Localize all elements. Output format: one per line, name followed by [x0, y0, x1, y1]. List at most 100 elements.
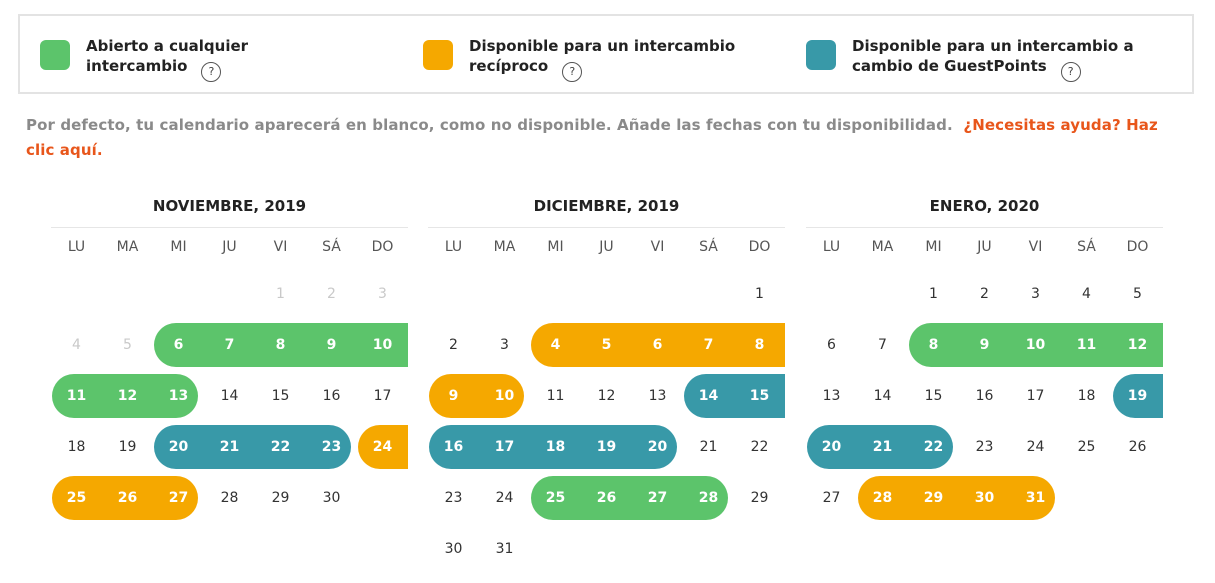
day-cell[interactable]: 23 — [428, 471, 479, 522]
help-link[interactable]: ¿Necesitas ayuda? Haz clic aquí. — [26, 116, 1158, 159]
day-cell[interactable]: 20 — [806, 420, 857, 471]
day-cell[interactable]: 17 — [479, 420, 530, 471]
day-cell[interactable]: 23 — [306, 420, 357, 471]
day-cell[interactable]: 26 — [1112, 420, 1163, 471]
day-cell[interactable]: 25 — [51, 471, 102, 522]
day-cell[interactable]: 21 — [857, 420, 908, 471]
day-cell[interactable]: 2 — [306, 267, 357, 318]
day-cell[interactable]: 8 — [908, 318, 959, 369]
day-cell[interactable]: 4 — [51, 318, 102, 369]
day-cell[interactable]: 24 — [357, 420, 408, 471]
day-cell[interactable]: 14 — [204, 369, 255, 420]
day-cell[interactable]: 21 — [683, 420, 734, 471]
day-cell[interactable]: 1 — [255, 267, 306, 318]
day-cell[interactable]: 10 — [1010, 318, 1061, 369]
day-cell[interactable]: 31 — [479, 522, 530, 573]
day-cell[interactable]: 7 — [857, 318, 908, 369]
day-cell[interactable]: 31 — [1010, 471, 1061, 522]
day-cell[interactable]: 15 — [908, 369, 959, 420]
help-icon[interactable]: ? — [1060, 62, 1081, 82]
day-cell[interactable]: 30 — [306, 471, 357, 522]
day-cell[interactable]: 18 — [51, 420, 102, 471]
day-cell[interactable]: 9 — [959, 318, 1010, 369]
day-cell[interactable]: 21 — [204, 420, 255, 471]
day-cell[interactable]: 3 — [357, 267, 408, 318]
day-cell[interactable]: 28 — [857, 471, 908, 522]
day-cell[interactable]: 28 — [204, 471, 255, 522]
day-cell[interactable]: 28 — [683, 471, 734, 522]
day-cell[interactable]: 29 — [255, 471, 306, 522]
day-cell[interactable]: 30 — [959, 471, 1010, 522]
day-cell[interactable]: 14 — [683, 369, 734, 420]
day-cell[interactable]: 19 — [581, 420, 632, 471]
day-cell[interactable]: 26 — [581, 471, 632, 522]
day-cell[interactable]: 6 — [632, 318, 683, 369]
day-cell[interactable]: 4 — [530, 318, 581, 369]
day-cell[interactable]: 16 — [428, 420, 479, 471]
day-cell[interactable]: 6 — [806, 318, 857, 369]
day-cell[interactable]: 13 — [632, 369, 683, 420]
day-cell[interactable]: 1 — [908, 267, 959, 318]
help-icon[interactable]: ? — [562, 62, 583, 82]
day-cell[interactable]: 25 — [1061, 420, 1112, 471]
day-cell[interactable]: 3 — [1010, 267, 1061, 318]
day-cell[interactable]: 20 — [632, 420, 683, 471]
day-cell[interactable]: 13 — [806, 369, 857, 420]
day-cell[interactable]: 20 — [153, 420, 204, 471]
day-cell[interactable]: 26 — [102, 471, 153, 522]
day-cell[interactable]: 23 — [959, 420, 1010, 471]
day-cell[interactable]: 27 — [153, 471, 204, 522]
day-cell[interactable]: 7 — [683, 318, 734, 369]
day-cell[interactable]: 24 — [1010, 420, 1061, 471]
day-number: 19 — [1127, 388, 1148, 404]
day-cell[interactable]: 13 — [153, 369, 204, 420]
day-cell[interactable]: 12 — [581, 369, 632, 420]
day-cell[interactable]: 30 — [428, 522, 479, 573]
day-cell[interactable]: 2 — [428, 318, 479, 369]
help-icon[interactable]: ? — [201, 62, 222, 82]
day-cell[interactable]: 4 — [1061, 267, 1112, 318]
day-cell[interactable]: 12 — [1112, 318, 1163, 369]
day-cell[interactable]: 22 — [734, 420, 785, 471]
day-cell[interactable]: 9 — [306, 318, 357, 369]
day-cell[interactable]: 15 — [734, 369, 785, 420]
day-cell[interactable]: 7 — [204, 318, 255, 369]
day-cell[interactable]: 15 — [255, 369, 306, 420]
day-cell[interactable]: 19 — [102, 420, 153, 471]
day-cell[interactable]: 12 — [102, 369, 153, 420]
day-cell[interactable]: 10 — [357, 318, 408, 369]
day-cell[interactable]: 24 — [479, 471, 530, 522]
day-cell[interactable]: 18 — [1061, 369, 1112, 420]
day-cell[interactable]: 6 — [153, 318, 204, 369]
day-cell[interactable]: 16 — [959, 369, 1010, 420]
day-cell[interactable]: 18 — [530, 420, 581, 471]
day-cell[interactable]: 27 — [806, 471, 857, 522]
day-cell[interactable]: 9 — [428, 369, 479, 420]
day-cell[interactable]: 22 — [908, 420, 959, 471]
day-cell[interactable]: 25 — [530, 471, 581, 522]
availability-range — [632, 476, 683, 520]
week-row: 2 3 4 5 6 7 8 — [428, 318, 785, 369]
day-number: 8 — [754, 337, 765, 353]
day-cell[interactable]: 8 — [255, 318, 306, 369]
day-cell[interactable]: 5 — [1112, 267, 1163, 318]
day-cell[interactable]: 29 — [908, 471, 959, 522]
day-cell[interactable]: 10 — [479, 369, 530, 420]
day-cell[interactable]: 8 — [734, 318, 785, 369]
day-cell[interactable]: 22 — [255, 420, 306, 471]
day-cell[interactable]: 27 — [632, 471, 683, 522]
day-cell[interactable]: 17 — [357, 369, 408, 420]
day-cell[interactable]: 2 — [959, 267, 1010, 318]
day-cell[interactable]: 5 — [581, 318, 632, 369]
day-cell[interactable]: 3 — [479, 318, 530, 369]
day-cell[interactable]: 11 — [1061, 318, 1112, 369]
day-cell[interactable]: 17 — [1010, 369, 1061, 420]
day-cell[interactable]: 16 — [306, 369, 357, 420]
day-cell[interactable]: 1 — [734, 267, 785, 318]
day-cell[interactable]: 11 — [51, 369, 102, 420]
day-cell[interactable]: 14 — [857, 369, 908, 420]
day-cell[interactable]: 19 — [1112, 369, 1163, 420]
day-cell[interactable]: 29 — [734, 471, 785, 522]
day-cell[interactable]: 5 — [102, 318, 153, 369]
day-cell[interactable]: 11 — [530, 369, 581, 420]
